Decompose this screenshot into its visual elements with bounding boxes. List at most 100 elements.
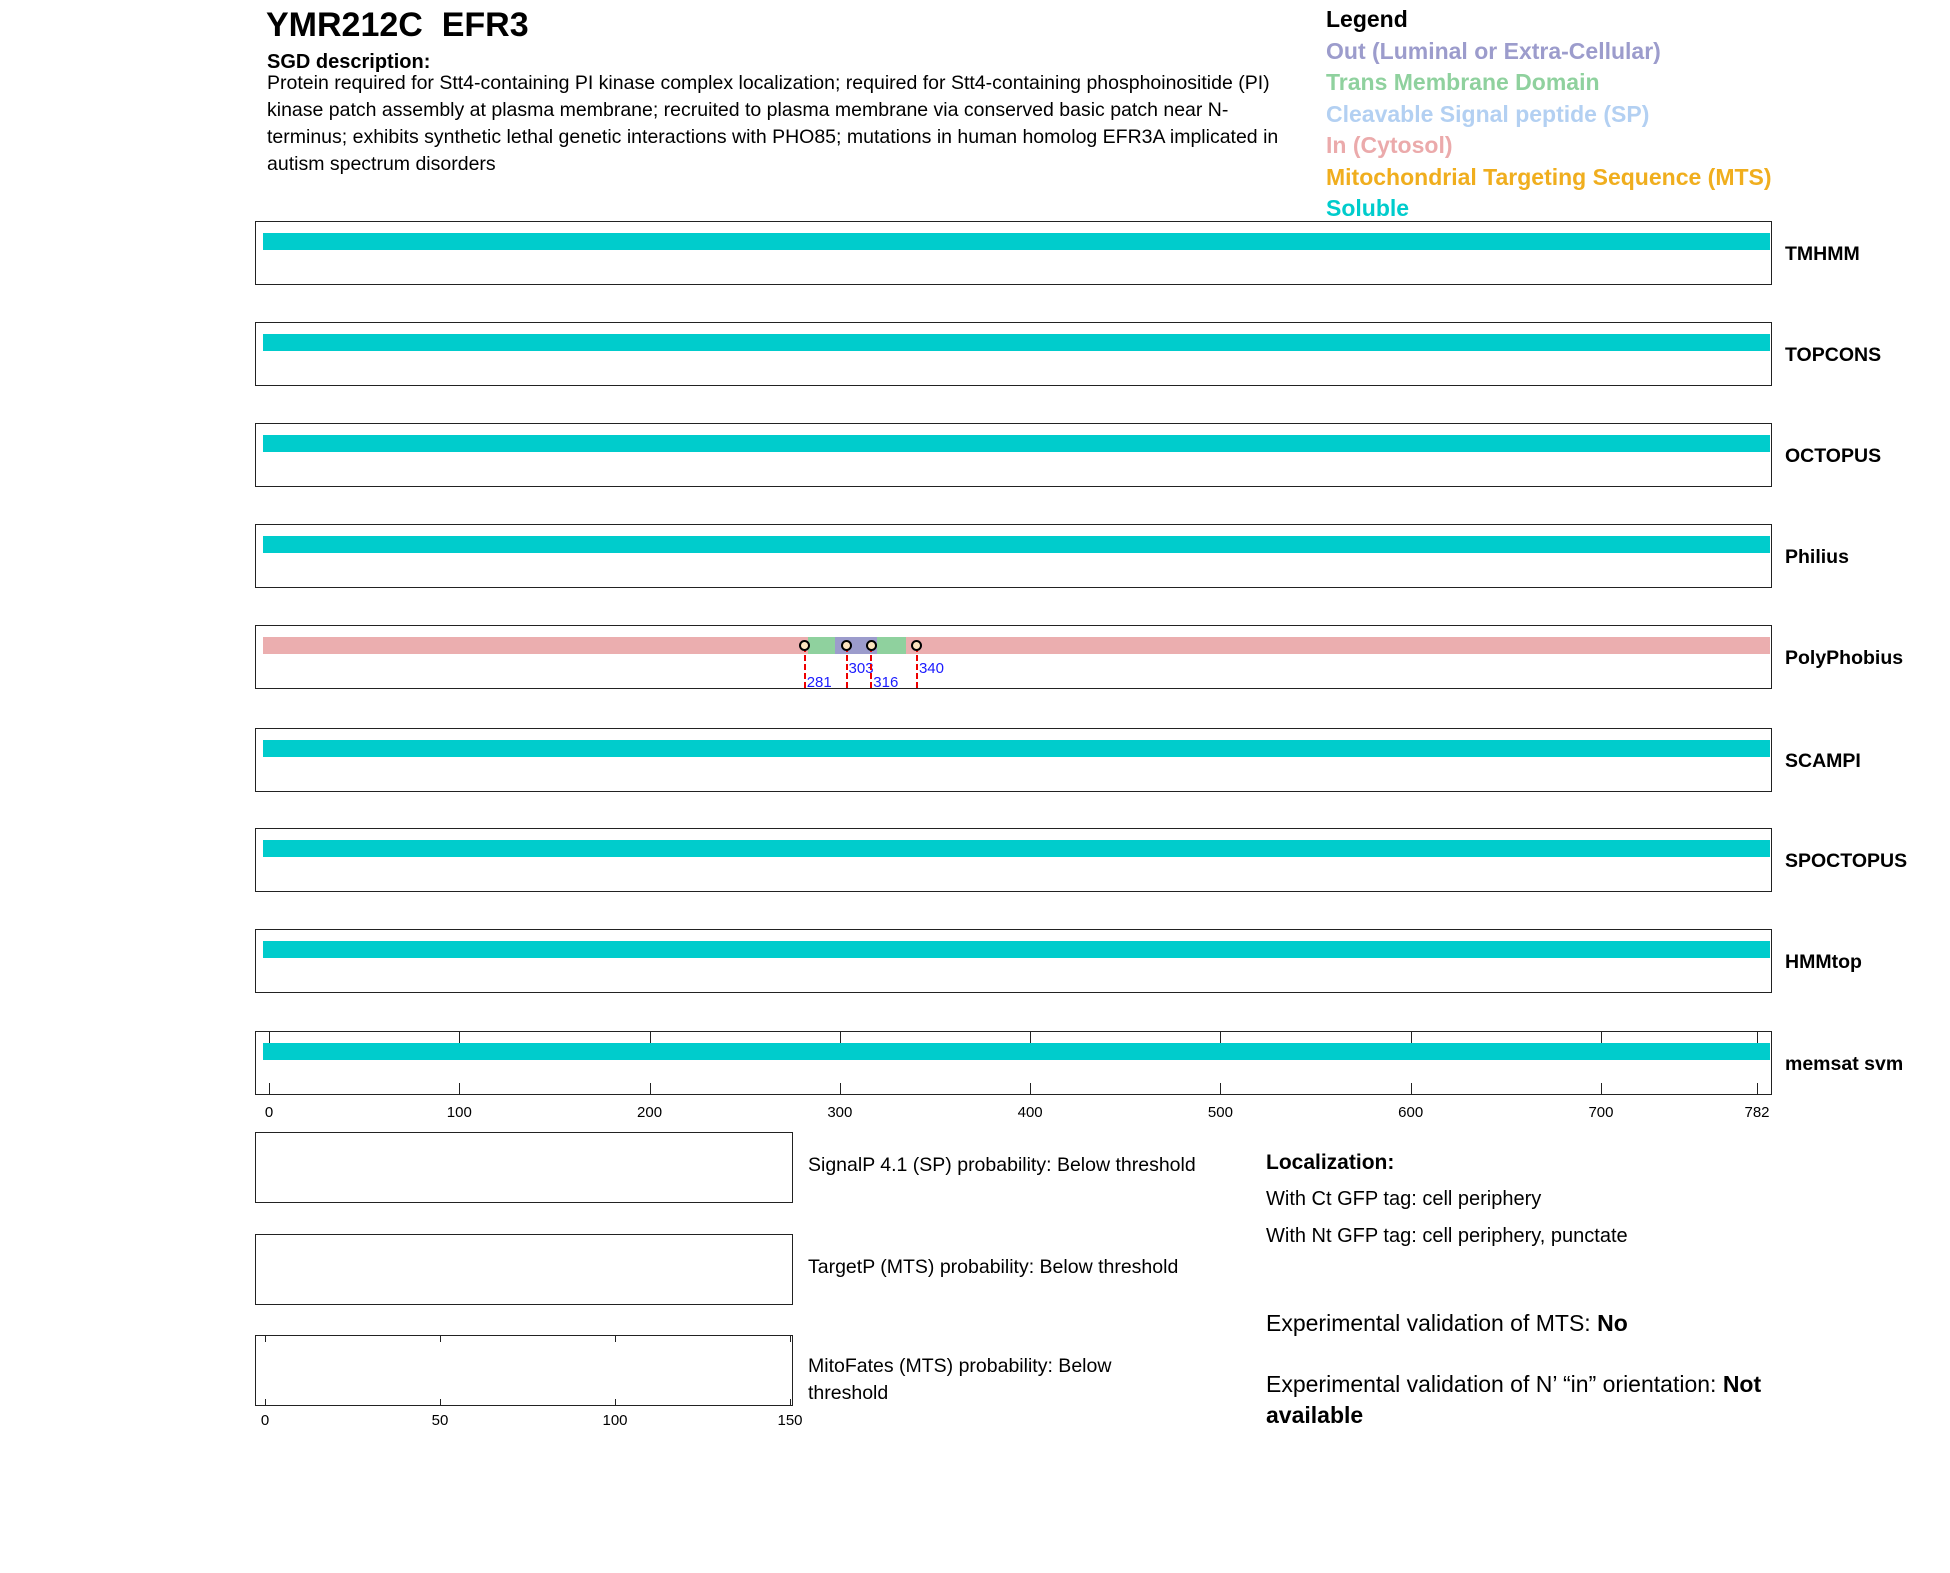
localization-ct: With Ct GFP tag: cell periphery	[1266, 1188, 1542, 1210]
axis-tick	[1600, 1032, 1602, 1043]
marker-label: 281	[806, 674, 832, 691]
marker-circle	[841, 640, 853, 651]
marker-line	[803, 646, 806, 688]
track-label: TOPCONS	[1785, 344, 1882, 366]
mts-validation-value: No	[1597, 1310, 1628, 1336]
track-label: memsat svm	[1785, 1053, 1904, 1075]
track-label: PolyPhobius	[1785, 647, 1904, 669]
legend-item: In (Cytosol)	[1326, 132, 1453, 158]
legend-title: Legend	[1326, 6, 1408, 32]
track-polyphobius: 281 303 316 340	[255, 625, 1772, 691]
legend-item: Mitochondrial Targeting Sequence (MTS)	[1326, 163, 1772, 190]
axis-tick	[649, 1032, 651, 1043]
axis-tick-label: 782	[1744, 1104, 1770, 1121]
axis-tick-label: 200	[637, 1104, 663, 1121]
marker-circle	[911, 640, 923, 651]
marker-line	[915, 646, 918, 688]
track-label: SCAMPI	[1785, 750, 1861, 772]
axis-tick	[839, 1083, 841, 1094]
track-label: TMHMM	[1785, 243, 1860, 265]
segment-soluble	[263, 435, 1770, 452]
segment-in	[263, 637, 809, 654]
marker-circle	[799, 640, 811, 651]
mts-validation: Experimental validation of MTS: No	[1266, 1310, 1628, 1337]
prob-panel	[255, 1335, 793, 1406]
prob-axis-tick-label: 50	[431, 1412, 449, 1429]
localization-nt: With Nt GFP tag: cell periphery, punctat…	[1266, 1225, 1628, 1247]
legend-item: Out (Luminal or Extra-Cellular)	[1326, 37, 1661, 64]
segment-soluble	[263, 840, 1770, 857]
marker-label: 316	[873, 674, 899, 691]
mts-validation-label: Experimental validation of MTS:	[1266, 1310, 1598, 1336]
legend-item: Cleavable Signal peptide (SP)	[1326, 100, 1650, 127]
prob-axis-tick	[265, 1399, 266, 1405]
segment-tm	[876, 637, 906, 654]
description-text: Protein required for Stt4-containing PI …	[267, 72, 1279, 175]
axis-tick	[1410, 1083, 1412, 1094]
axis-tick	[1757, 1083, 1758, 1094]
track-label: OCTOPUS	[1785, 445, 1882, 467]
prob-axis-tick	[790, 1336, 791, 1342]
axis-tick-label: 0	[264, 1104, 274, 1121]
prob-label: TargetP (MTS) probability: Below thresho…	[808, 1256, 1179, 1278]
marker-label: 303	[848, 660, 874, 677]
segment-soluble	[263, 334, 1770, 351]
axis-tick	[1220, 1032, 1222, 1043]
orientation-validation-value: Not available	[1266, 1371, 1762, 1428]
prob-panel	[255, 1132, 793, 1203]
track-hmmtop	[255, 929, 1772, 993]
prob-axis-tick	[615, 1399, 616, 1405]
axis-tick	[1030, 1083, 1032, 1094]
segment-in	[905, 637, 1770, 654]
legend-item: Soluble	[1326, 195, 1410, 221]
marker-label: 340	[918, 660, 944, 677]
segment-soluble	[263, 1043, 1770, 1060]
prob-axis-tick	[440, 1399, 441, 1405]
marker-line	[845, 646, 848, 688]
legend-item: Trans Membrane Domain	[1326, 69, 1600, 95]
segment-soluble	[263, 233, 1770, 250]
localization-title: Localization:	[1266, 1151, 1395, 1174]
track-memsat-svm	[255, 1031, 1772, 1095]
track-label: SPOCTOPUS	[1785, 850, 1908, 872]
marker-circle	[865, 640, 877, 651]
axis-tick-label: 400	[1017, 1104, 1043, 1121]
axis-tick-label: 100	[446, 1104, 472, 1121]
prob-axis-tick	[440, 1336, 441, 1342]
segment-soluble	[263, 740, 1770, 757]
axis-tick-label: 300	[827, 1104, 853, 1121]
track-spoctopus	[255, 828, 1772, 892]
page-title: YMR212C EFR3	[266, 6, 529, 44]
prob-label: SignalP 4.1 (SP) probability: Below thre…	[808, 1154, 1196, 1176]
axis-tick-label: 500	[1207, 1104, 1233, 1121]
axis-tick	[1600, 1083, 1602, 1094]
track-label: HMMtop	[1785, 951, 1862, 973]
track-label: Philius	[1785, 546, 1849, 568]
axis-tick	[1757, 1032, 1758, 1043]
prob-panel	[255, 1234, 793, 1305]
prob-axis-tick-label: 150	[777, 1412, 803, 1429]
prob-axis-tick	[615, 1336, 616, 1342]
track-tmhmm	[255, 221, 1772, 285]
axis-tick	[1410, 1032, 1412, 1043]
prob-axis-tick-label: 0	[260, 1412, 270, 1429]
track-scampi	[255, 728, 1772, 792]
prob-label: MitoFates (MTS) probability: Below thres…	[808, 1355, 1112, 1404]
track-philius	[255, 524, 1772, 588]
axis-tick	[1220, 1083, 1222, 1094]
axis-tick-label: 600	[1398, 1104, 1424, 1121]
marker-line	[870, 646, 873, 688]
prob-axis-tick-label: 100	[602, 1412, 628, 1429]
axis-tick	[269, 1083, 270, 1094]
axis-tick	[269, 1032, 270, 1043]
orientation-validation: Experimental validation of N’ “in” orien…	[1266, 1369, 1846, 1431]
axis-tick	[1030, 1032, 1032, 1043]
segment-soluble	[263, 941, 1770, 958]
legend: Legend Out (Luminal or Extra-Cellular) Tr…	[1326, 4, 1772, 225]
description-label: SGD description:	[267, 51, 431, 73]
track-topcons	[255, 322, 1772, 386]
axis-tick	[839, 1032, 841, 1043]
prob-axis-tick	[790, 1399, 791, 1405]
segment-tm	[808, 637, 836, 654]
axis-tick-label: 700	[1588, 1104, 1614, 1121]
